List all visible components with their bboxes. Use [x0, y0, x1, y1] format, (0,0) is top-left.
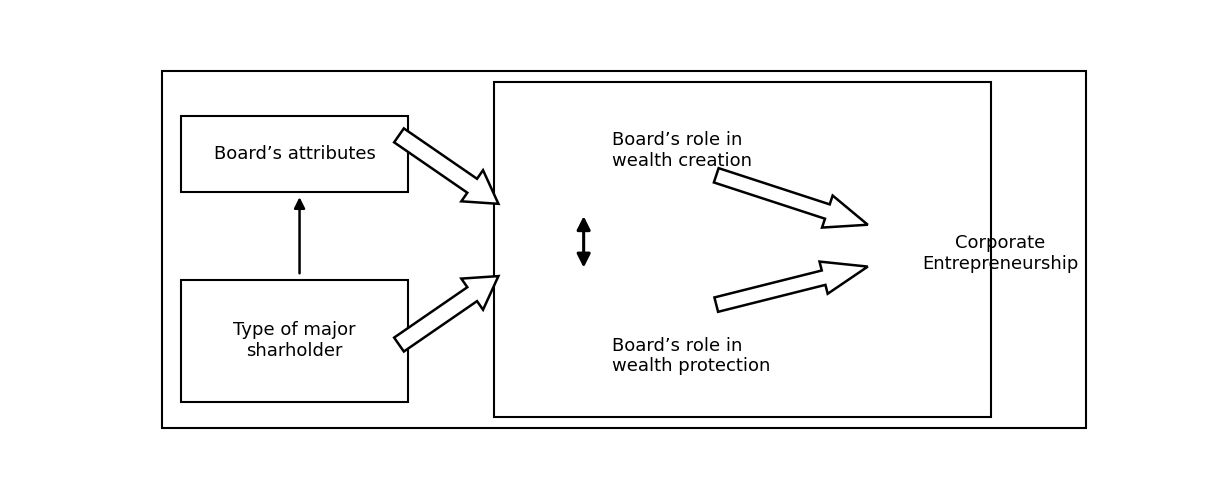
Polygon shape — [715, 262, 868, 312]
Text: Board’s role in
wealth creation: Board’s role in wealth creation — [612, 131, 752, 170]
Bar — [181, 280, 408, 402]
Polygon shape — [395, 276, 499, 352]
Bar — [181, 117, 408, 193]
Bar — [494, 82, 991, 417]
Polygon shape — [395, 128, 499, 204]
Text: Board’s attributes: Board’s attributes — [214, 145, 375, 164]
Text: Corporate
Entrepreneurship: Corporate Entrepreneurship — [923, 234, 1079, 273]
Text: Board’s role in
wealth protection: Board’s role in wealth protection — [612, 336, 770, 375]
Polygon shape — [714, 168, 868, 228]
Text: Type of major
sharholder: Type of major sharholder — [233, 322, 356, 360]
